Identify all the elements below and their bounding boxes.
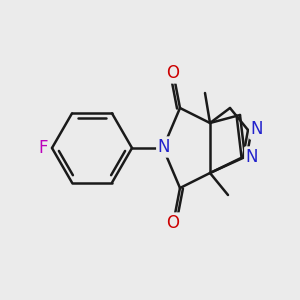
Text: N: N	[246, 148, 258, 166]
Text: N: N	[158, 138, 170, 156]
Text: N: N	[251, 120, 263, 138]
Text: O: O	[167, 64, 179, 82]
Text: O: O	[167, 214, 179, 232]
Text: F: F	[38, 139, 48, 157]
